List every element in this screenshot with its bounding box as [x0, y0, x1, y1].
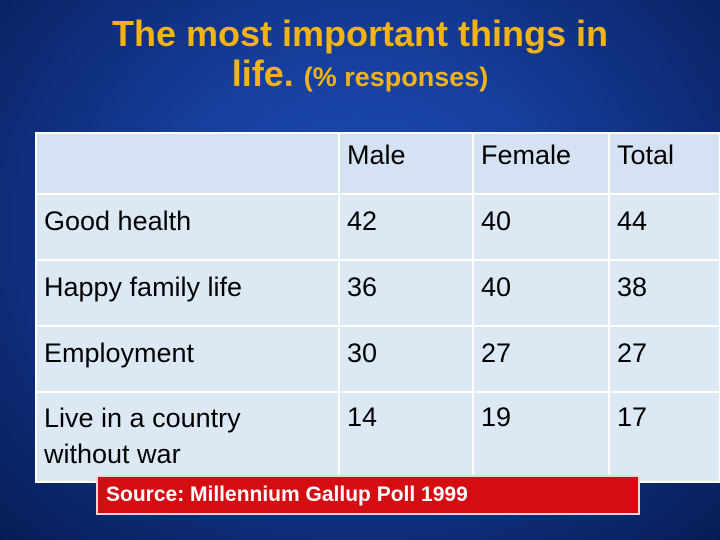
- header-cell-total: Total: [608, 132, 720, 195]
- cell-total: 17: [608, 391, 720, 483]
- cell-female: 27: [472, 325, 610, 393]
- source-box: Source: Millennium Gallup Poll 1999: [96, 475, 640, 515]
- cell-female: 40: [472, 259, 610, 327]
- title-line-2: life. (% responses): [0, 54, 720, 94]
- cell-total: 27: [608, 325, 720, 393]
- row-label: Good health: [35, 193, 340, 261]
- table-row: Employment 30 27 27: [35, 325, 720, 393]
- row-label: Employment: [35, 325, 340, 393]
- table-row: Good health 42 40 44: [35, 193, 720, 261]
- row-label: Happy family life: [35, 259, 340, 327]
- cell-male: 30: [338, 325, 474, 393]
- title-line-1: The most important things in: [112, 13, 608, 54]
- cell-male: 14: [338, 391, 474, 483]
- slide-title: The most important things in life. (% re…: [0, 13, 720, 95]
- table-row: Happy family life 36 40 38: [35, 259, 720, 327]
- table-header-row: Male Female Total: [35, 132, 720, 195]
- source-text: Source: Millennium Gallup Poll 1999: [106, 483, 468, 506]
- cell-male: 36: [338, 259, 474, 327]
- cell-total: 38: [608, 259, 720, 327]
- header-cell-male: Male: [338, 132, 474, 195]
- cell-female: 40: [472, 193, 610, 261]
- cell-male: 42: [338, 193, 474, 261]
- cell-total: 44: [608, 193, 720, 261]
- cell-female: 19: [472, 391, 610, 483]
- header-cell-female: Female: [472, 132, 610, 195]
- table-row: Live in a country without war 14 19 17: [35, 391, 720, 483]
- title-subtitle: (% responses): [303, 62, 489, 93]
- row-label: Live in a country without war: [35, 391, 340, 483]
- title-line-2-main: life.: [231, 53, 294, 95]
- responses-table: Male Female Total Good health 42 40 44 H…: [35, 132, 720, 483]
- header-cell-empty: [35, 132, 340, 195]
